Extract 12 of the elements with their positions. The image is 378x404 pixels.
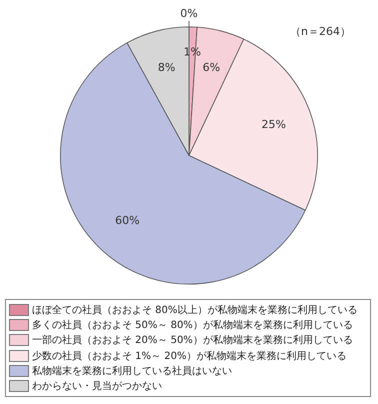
data-label: 60%	[115, 214, 140, 227]
legend-label: 少数の社員（おおよそ 1%～ 20%）が私物端末を業務に利用している	[32, 350, 346, 363]
text: 0%	[180, 6, 198, 20]
legend-label: わからない・見当がつかない	[32, 380, 162, 394]
legend-label: 一部の社員（おおよそ 20%～ 50%）が私物端末を業務に利用している	[32, 334, 353, 348]
legend-label: ほぼ全ての社員（おおよそ 80%以上）が私物端末を業務に利用している	[32, 304, 358, 317]
text: （n＝264）	[290, 24, 351, 39]
data-label: 25%	[261, 118, 286, 131]
legend-label: 多くの社員（おおよそ 50%～ 80%）が私物端末を業務に利用している	[32, 318, 353, 332]
data-label: 8%	[158, 61, 176, 74]
data-label: 6%	[202, 61, 220, 74]
legend-label: 私物端末を業務に利用している社員はいない	[32, 364, 232, 378]
